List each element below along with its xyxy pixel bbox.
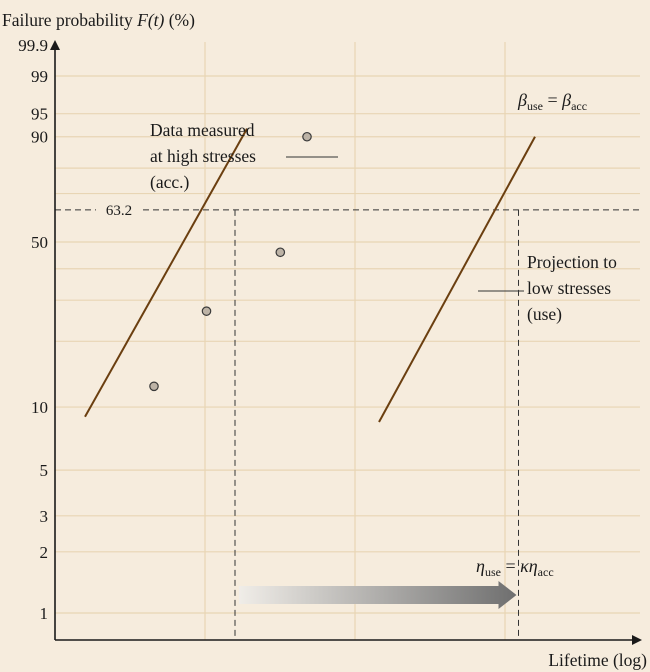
data-point bbox=[201, 306, 212, 316]
beta-equation: βuse = βacc bbox=[517, 90, 587, 113]
x-axis-label: Lifetime (log) bbox=[548, 650, 647, 670]
y-tick-label: 95 bbox=[31, 105, 48, 124]
reference-lines: 63.2 bbox=[55, 203, 640, 640]
y-tick-label: 5 bbox=[40, 461, 49, 480]
data-point bbox=[149, 381, 159, 392]
data-label-line-2: at high stresses bbox=[150, 146, 256, 166]
y-tick-label: 2 bbox=[40, 543, 49, 562]
y-tick-label: 99 bbox=[31, 67, 48, 86]
projection-label-line-3: (use) bbox=[527, 304, 562, 324]
y-tick-label: 1 bbox=[40, 604, 49, 623]
axes bbox=[50, 40, 642, 645]
projection-label-line-1: Projection to bbox=[527, 252, 617, 272]
labels: 99.9 99 95 90 50 10 5 3 2 1 Failure probability F(… bbox=[2, 10, 647, 670]
eta-equation: ηuse = κηacc bbox=[476, 556, 554, 579]
data-label-line-1: Data measured bbox=[150, 120, 255, 140]
projection-label-line-2: low stresses bbox=[527, 278, 611, 298]
y-tick-label: 90 bbox=[31, 128, 48, 147]
grid bbox=[55, 42, 640, 640]
y-tick-label: 3 bbox=[40, 507, 49, 526]
y-tick-label: 50 bbox=[31, 233, 48, 252]
series bbox=[84, 128, 536, 609]
data-point bbox=[275, 247, 286, 258]
x-axis-arrowhead bbox=[632, 635, 642, 645]
series-line-1 bbox=[84, 128, 248, 418]
reference-line-label: 63.2 bbox=[106, 203, 132, 219]
y-axis-arrowhead bbox=[50, 40, 60, 50]
data-label-line-3: (acc.) bbox=[150, 172, 190, 192]
y-tick-label: 99.9 bbox=[18, 36, 48, 55]
data-point bbox=[302, 131, 312, 142]
y-tick-label: 10 bbox=[31, 398, 48, 417]
y-axis-label: Failure probability F(t) (%) bbox=[2, 10, 195, 30]
scaling-arrow bbox=[239, 581, 517, 609]
series-line-2 bbox=[378, 136, 536, 423]
